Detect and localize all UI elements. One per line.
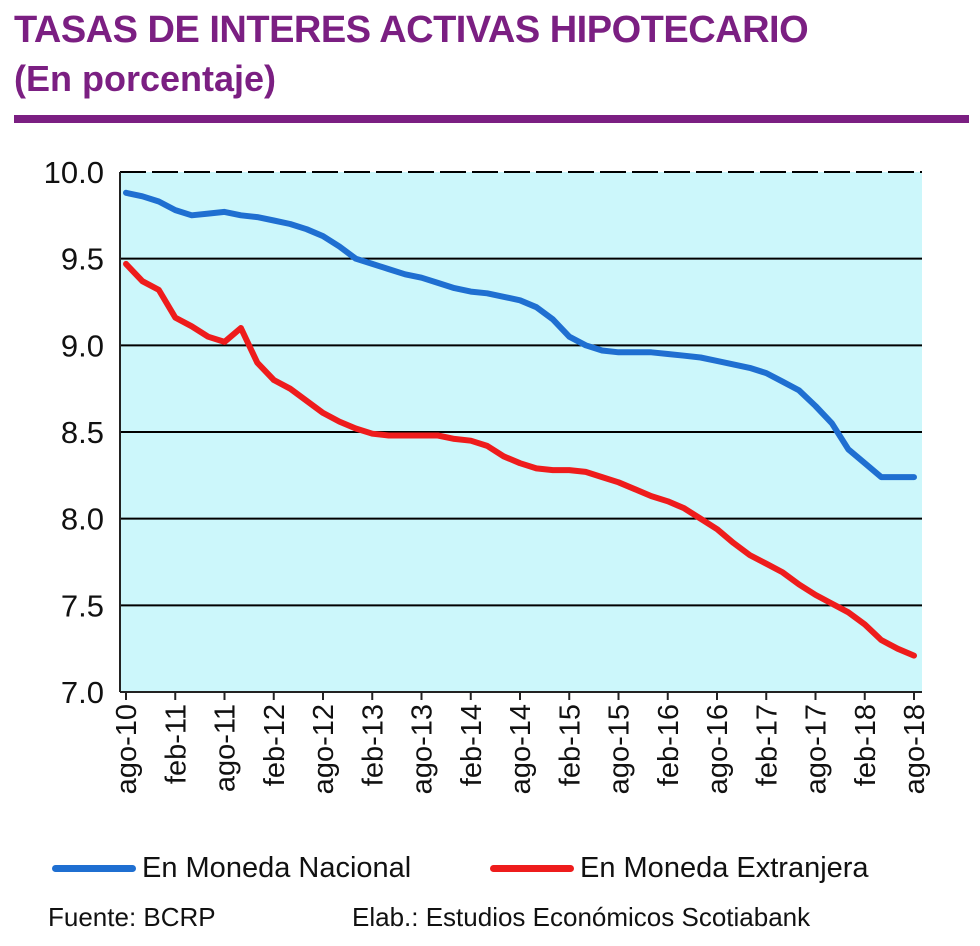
x-tick-label: feb-18 [850, 704, 882, 786]
x-tick-label: feb-17 [751, 704, 783, 786]
y-axis: 10.0 9.5 9.0 8.5 8.0 7.5 7.0 [44, 155, 922, 710]
y-tick-label: 8.5 [61, 415, 104, 450]
series-line-extranjera [123, 260, 917, 659]
y-tick-label: 8.0 [61, 502, 104, 537]
x-tick-label: feb-13 [357, 704, 389, 786]
y-tick-label: 10.0 [44, 155, 104, 190]
legend-item-extranjera: En Moneda Extranjera [490, 852, 869, 885]
line-chart: 10.09.59.08.58.07.57.0 ago-10 feb-11 ago-1… [44, 155, 931, 794]
x-tick-label: ago-11 [210, 704, 242, 792]
x-tick-label: ago-18 [899, 704, 931, 794]
x-tick-label: feb-14 [456, 704, 488, 786]
x-tick-label: feb-12 [259, 704, 291, 786]
x-tick-label: ago-10 [111, 704, 143, 794]
x-tick-label: ago-16 [702, 704, 734, 794]
x-tick-label: ago-17 [801, 704, 833, 794]
y-tick-label: 7.0 [61, 675, 104, 710]
title-divider [14, 115, 969, 123]
gridlines [120, 171, 922, 607]
legend-swatch-extranjera [490, 865, 574, 872]
legend-label-nacional: En Moneda Nacional [142, 852, 412, 884]
legend-item-nacional: En Moneda Nacional [52, 852, 411, 885]
y-tick-label: 9.5 [61, 242, 104, 277]
x-tick-label: feb-15 [554, 704, 586, 786]
legend-label-extranjera: En Moneda Extranjera [580, 852, 869, 884]
series-line-nacional [123, 189, 917, 481]
x-tick-label: ago-13 [407, 704, 439, 794]
chart-subtitle: (En porcentaje) [14, 58, 277, 99]
x-tick-label: ago-14 [505, 704, 537, 794]
x-tick-label: ago-12 [308, 704, 340, 794]
credit-note: Elab.: Estudios Económicos Scotiabank [352, 902, 811, 932]
series-lines [123, 189, 917, 659]
y-tick-label: 9.0 [61, 328, 104, 363]
chart-title: TASAS DE INTERES ACTIVAS HIPOTECARIO [14, 9, 809, 51]
source-note: Fuente: BCRP [48, 902, 216, 932]
x-tick-label: feb-11 [160, 704, 192, 784]
x-tick-label: feb-16 [653, 704, 685, 786]
legend-swatch-nacional [52, 865, 136, 872]
x-axis: ago-10 feb-11 ago-11 feb-12 ago-12 feb-13 ago-… [111, 692, 931, 794]
y-tick-label: 7.5 [61, 588, 104, 623]
x-tick-label: ago-15 [604, 704, 636, 794]
legend: En Moneda Nacional En Moneda Extranjera [0, 852, 980, 888]
